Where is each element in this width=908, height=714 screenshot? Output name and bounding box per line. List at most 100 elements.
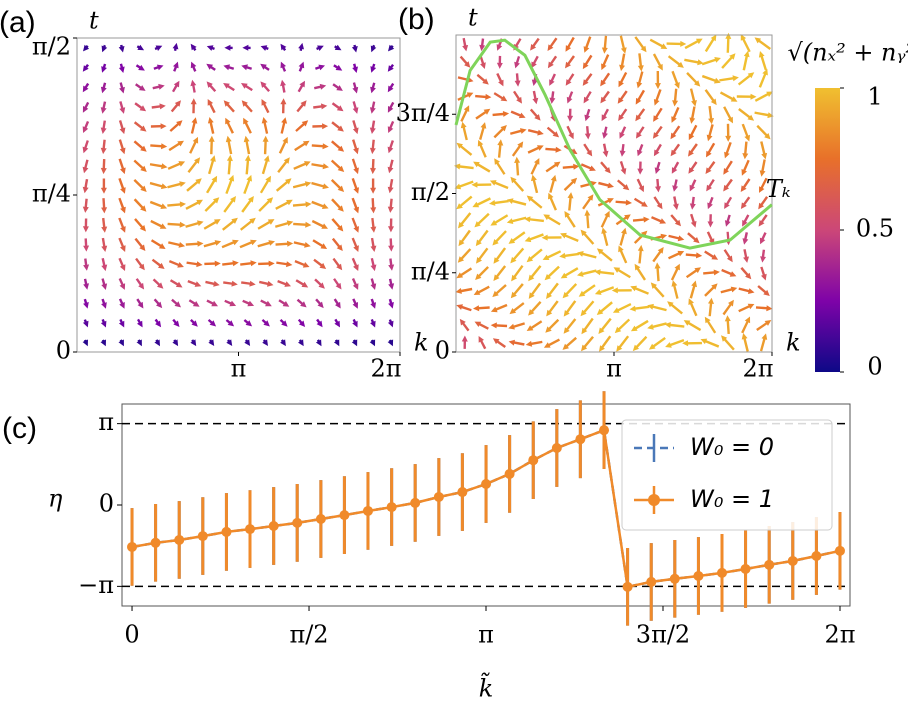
vector-field-arrow	[208, 339, 215, 346]
vector-field-arrow	[636, 126, 645, 139]
vector-field-arrow	[510, 283, 524, 299]
panel-2: 0 π/2 π 3π/2 2π −π 0 π (c) η k̃ W₀ = 0 W₀ = 1	[2, 391, 856, 703]
vector-field-arrow	[721, 335, 735, 351]
vector-field-arrow	[647, 322, 667, 330]
vector-field-arrow	[313, 258, 327, 269]
vector-field-arrow	[369, 120, 376, 134]
data-point	[528, 455, 539, 466]
vector-field-arrow	[493, 265, 507, 281]
data-point	[811, 551, 822, 562]
vector-field-arrow	[547, 37, 558, 51]
vector-field-arrow	[563, 177, 578, 191]
vector-field-arrow	[370, 319, 376, 328]
vector-field-arrow	[294, 140, 310, 152]
vector-field-arrow	[82, 218, 89, 233]
vector-field-arrow	[514, 73, 521, 87]
vector-field-arrow	[242, 44, 251, 51]
vector-field-arrow	[596, 301, 613, 315]
vector-field-arrow	[489, 199, 509, 206]
data-point	[575, 434, 586, 445]
data-point	[127, 541, 138, 552]
vector-field-arrow	[222, 217, 238, 231]
data-point	[221, 526, 232, 537]
vector-field-arrow	[577, 251, 597, 259]
vector-field-arrow	[279, 319, 288, 327]
vector-field-arrow	[670, 125, 681, 140]
vector-field-arrow	[118, 237, 126, 252]
vector-field-arrow	[565, 73, 575, 86]
vector-field-arrow	[118, 178, 126, 194]
vector-field-arrow	[489, 180, 509, 190]
vector-field-arrow	[601, 108, 609, 122]
vector-field-arrow	[312, 239, 328, 249]
vector-field-arrow	[653, 143, 662, 157]
vector-field-arrow	[760, 249, 766, 263]
vector-field-arrow	[635, 108, 646, 122]
vector-field-arrow	[135, 278, 145, 290]
vector-field-arrow	[706, 124, 714, 142]
vector-field-arrow	[740, 196, 751, 209]
vector-field-arrow	[243, 174, 252, 194]
vector-field-arrow	[100, 120, 107, 134]
vector-field-arrow	[492, 230, 507, 246]
vector-field-arrow	[759, 232, 767, 245]
vector-field-arrow	[311, 163, 329, 170]
vector-field-arrow	[351, 237, 359, 252]
vector-field-arrow	[648, 337, 666, 350]
vector-field-arrow	[671, 70, 680, 89]
vector-field-arrow	[154, 318, 162, 328]
vector-field-arrow	[652, 125, 663, 139]
vector-field-arrow	[258, 260, 275, 267]
vector-field-arrow	[136, 298, 144, 309]
vector-field-arrow	[257, 219, 275, 230]
vector-field-arrow	[667, 301, 683, 315]
vector-field-arrow	[297, 318, 306, 327]
vector-field-arrow	[101, 298, 107, 309]
y-tick-label: π/2	[32, 33, 71, 61]
vector-field-arrow	[559, 252, 580, 259]
vector-field-arrow	[167, 161, 186, 170]
vector-field-arrow	[101, 278, 108, 290]
vector-field-arrow	[567, 192, 574, 211]
vector-field-arrow	[134, 218, 146, 232]
vector-field-arrow	[630, 285, 649, 295]
vector-field-arrow	[101, 198, 108, 214]
data-point	[740, 563, 751, 574]
vector-field-arrow	[619, 126, 627, 139]
vector-field-arrow	[617, 179, 630, 191]
vector-field-arrow	[190, 61, 197, 72]
vector-field-arrow	[387, 82, 395, 93]
vector-field-arrow	[168, 241, 186, 248]
vector-field-arrow	[275, 178, 292, 192]
vector-field-arrow	[619, 144, 626, 157]
vector-field-arrow	[172, 339, 179, 347]
vector-field-arrow	[756, 124, 771, 140]
vector-field-arrow	[725, 32, 732, 53]
vector-field-arrow	[203, 240, 222, 248]
vector-field-arrow	[294, 260, 310, 268]
vector-field-arrow	[185, 240, 204, 247]
vector-field-arrow	[738, 303, 755, 313]
vector-field-arrow	[173, 61, 179, 72]
vector-field-arrow	[473, 285, 490, 295]
vector-field-arrow	[351, 178, 359, 194]
vector-field-arrow	[333, 278, 342, 290]
x-tick-label: 3π/2	[636, 621, 690, 649]
data-point	[315, 513, 326, 524]
axes-frame	[76, 37, 401, 353]
vector-field-arrow	[101, 217, 108, 233]
vector-field-arrow	[262, 135, 269, 155]
vector-field-arrow	[280, 117, 288, 134]
vector-field-arrow	[370, 298, 376, 309]
vector-field-arrow	[738, 287, 755, 294]
vector-field-arrow	[205, 280, 220, 287]
vector-field-arrow	[207, 99, 216, 114]
vector-field-arrow	[649, 38, 668, 49]
vector-field-arrow	[635, 89, 645, 105]
vector-field-arrow	[388, 238, 395, 252]
vector-field-arrow	[241, 64, 252, 71]
vector-field-arrow	[224, 299, 237, 307]
vector-field-arrow	[668, 250, 685, 260]
vector-field-arrow	[490, 214, 509, 226]
